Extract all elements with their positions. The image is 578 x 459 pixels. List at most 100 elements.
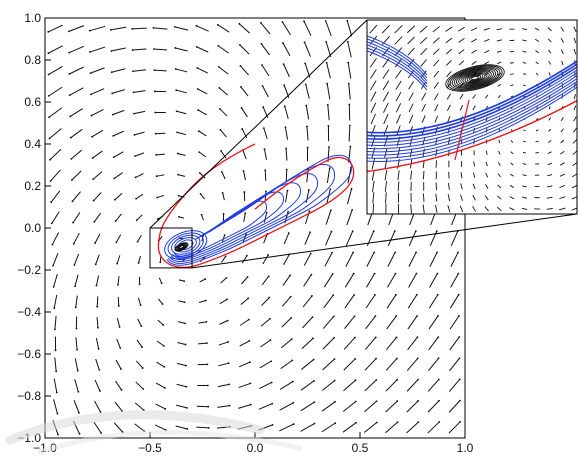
inset-content — [367, 24, 577, 214]
field-arrow — [243, 170, 246, 181]
inset-field-arrow — [407, 36, 415, 45]
field-arrow — [242, 149, 247, 160]
y-tick-label: −0.6 — [17, 347, 41, 361]
field-arrow — [111, 68, 126, 73]
field-arrow — [343, 358, 356, 371]
inset-field-arrow — [573, 105, 577, 111]
inset-field-arrow — [522, 39, 527, 42]
field-arrow-head — [459, 420, 462, 423]
inset-black-spiral — [445, 64, 505, 92]
field-arrow — [176, 89, 187, 94]
inset-field-arrow — [485, 128, 488, 133]
field-arrow-head — [353, 336, 356, 339]
field-arrow-head — [153, 90, 156, 93]
inset-field-arrow — [395, 80, 402, 90]
field-arrow — [49, 148, 62, 161]
inset-field-arrow — [547, 151, 552, 155]
field-arrow — [196, 426, 209, 429]
field-arrow-head — [308, 210, 311, 213]
inset-field-arrow — [434, 115, 439, 123]
field-arrow — [201, 214, 204, 221]
field-arrow-head — [137, 262, 140, 264]
field-arrow — [321, 401, 336, 412]
field-arrow — [321, 380, 336, 391]
field-arrow — [323, 273, 334, 288]
field-arrow — [51, 211, 60, 224]
field-arrow-head — [93, 220, 96, 223]
inset-field-arrow — [497, 72, 502, 76]
inset-field-arrow — [573, 94, 576, 100]
field-arrow — [365, 273, 376, 288]
field-arrow — [117, 297, 120, 306]
field-arrow-head — [240, 86, 242, 88]
inset-field-arrow — [371, 158, 375, 170]
inset-field-arrow — [445, 48, 453, 55]
y-tick-label: 0.0 — [24, 221, 41, 235]
inset-field-arrow — [510, 140, 514, 143]
field-arrow-head — [113, 177, 116, 180]
field-arrow — [322, 337, 335, 350]
field-arrow — [302, 316, 313, 329]
field-arrow — [116, 338, 121, 349]
inset-field-arrow — [510, 162, 514, 166]
field-arrow-head — [435, 230, 438, 233]
field-arrow-head — [94, 263, 97, 266]
field-arrow — [258, 424, 273, 431]
inset-field-arrow — [560, 150, 565, 155]
field-arrow-head — [195, 24, 198, 27]
field-arrow — [196, 25, 209, 32]
field-arrow — [306, 126, 309, 141]
field-arrow — [138, 255, 141, 264]
inset-field-arrow — [395, 91, 402, 102]
field-arrow — [428, 294, 439, 309]
field-arrow — [304, 42, 311, 57]
field-arrow — [90, 88, 105, 95]
field-arrow-head — [163, 387, 166, 389]
field-arrow — [323, 294, 334, 309]
field-arrow — [68, 45, 85, 54]
field-arrow — [241, 128, 248, 139]
field-arrow-head — [312, 358, 315, 361]
field-arrow-head — [259, 22, 262, 24]
field-arrow-head — [373, 251, 376, 254]
field-arrow — [198, 342, 207, 345]
field-arrow — [364, 337, 377, 350]
field-arrow — [281, 317, 292, 328]
field-arrow — [134, 131, 145, 136]
field-arrow-head — [457, 293, 460, 296]
field-arrow — [217, 383, 230, 388]
field-arrow — [407, 336, 418, 351]
inset-field-arrow — [369, 58, 377, 68]
field-arrow-head — [374, 315, 377, 318]
field-arrow — [115, 359, 122, 370]
field-arrow — [135, 360, 144, 369]
inset-field-arrow — [432, 37, 440, 44]
field-arrow — [158, 298, 163, 305]
field-arrow-head — [68, 73, 71, 75]
inset-blue-trajectory-upper — [367, 41, 428, 82]
field-arrow-head — [90, 114, 93, 117]
field-arrow-head — [117, 305, 120, 307]
field-arrow-head — [186, 428, 189, 430]
field-arrow-head — [375, 421, 378, 424]
field-arrow-head — [289, 274, 291, 277]
inset-field-arrow — [535, 151, 539, 154]
black-spiral — [174, 242, 189, 252]
inset-blue-trajectory — [367, 86, 577, 162]
field-arrow-head — [282, 42, 284, 44]
inset-field-arrow — [509, 207, 515, 211]
field-arrow-head — [310, 273, 313, 276]
field-arrow-head — [309, 252, 312, 255]
inset-field-arrow — [445, 37, 453, 44]
field-arrow — [282, 21, 291, 36]
field-arrow — [137, 235, 142, 242]
inset-field-arrow — [497, 162, 501, 166]
inset-field-arrow — [433, 81, 439, 89]
field-arrow — [133, 69, 146, 72]
field-arrow-head — [311, 316, 314, 319]
field-arrow-head — [183, 301, 186, 304]
inset-field-arrow — [523, 140, 526, 143]
field-arrow — [53, 273, 58, 288]
field-arrow — [243, 213, 246, 222]
field-arrow — [72, 212, 81, 223]
